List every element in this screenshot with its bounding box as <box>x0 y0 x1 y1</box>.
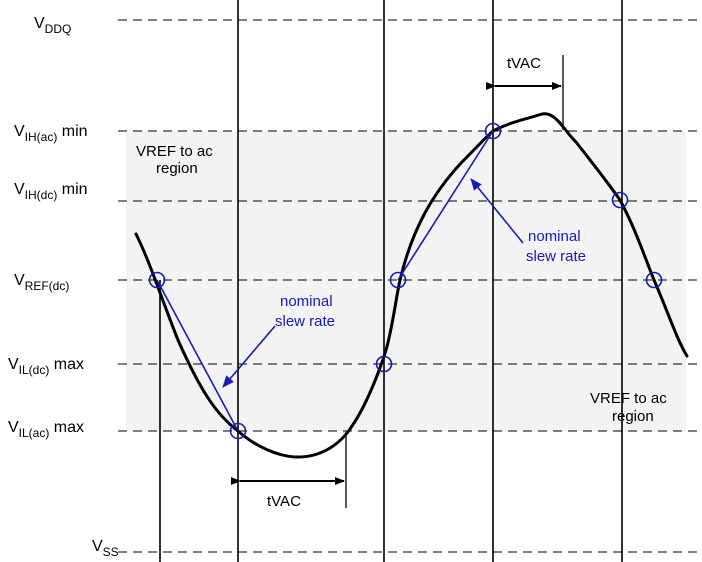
crossing-marker-vilac-falling <box>229 422 247 440</box>
nominal-slew-rate-left-label: nominal slew rate <box>275 293 335 330</box>
crossing-marker-vildc-rising <box>375 355 393 373</box>
vil-ac-label: VIL(ac) max <box>8 419 84 440</box>
crossing-marker-vref-falling-2 <box>645 271 663 289</box>
vddq-label: VDDQ <box>34 15 71 36</box>
nominal-slew-pointer-right <box>470 178 524 244</box>
vref-dc-label: VREF(dc) <box>14 272 69 293</box>
tvac-top-label: tVAC <box>507 55 541 72</box>
crossing-marker-vref-rising <box>389 271 407 289</box>
tvac-bottom-label: tVAC <box>267 493 301 510</box>
vih-ac-label: VIH(ac) min <box>14 123 88 144</box>
vref-to-ac-lower-label: VREF to ac region <box>590 390 667 425</box>
vss-label: VSS <box>92 538 119 559</box>
vref-to-ac-region-lower <box>126 280 686 431</box>
vil-dc-label: VIL(dc) max <box>8 356 84 377</box>
vih-dc-label: VIH(dc) min <box>14 181 88 202</box>
crossing-marker-vihac-rising <box>484 122 502 140</box>
vref-to-ac-upper-label: VREF to ac region <box>136 143 213 177</box>
nominal-slew-pointer-left <box>222 325 276 388</box>
crossing-marker-vihdc-falling <box>611 191 629 209</box>
nominal-slew-line-rising <box>397 130 494 281</box>
nominal-slew-line-falling <box>156 279 239 432</box>
nominal-slew-rate-right-label: nominal slew rate <box>526 228 586 265</box>
crossing-marker-vref-falling <box>148 271 166 289</box>
